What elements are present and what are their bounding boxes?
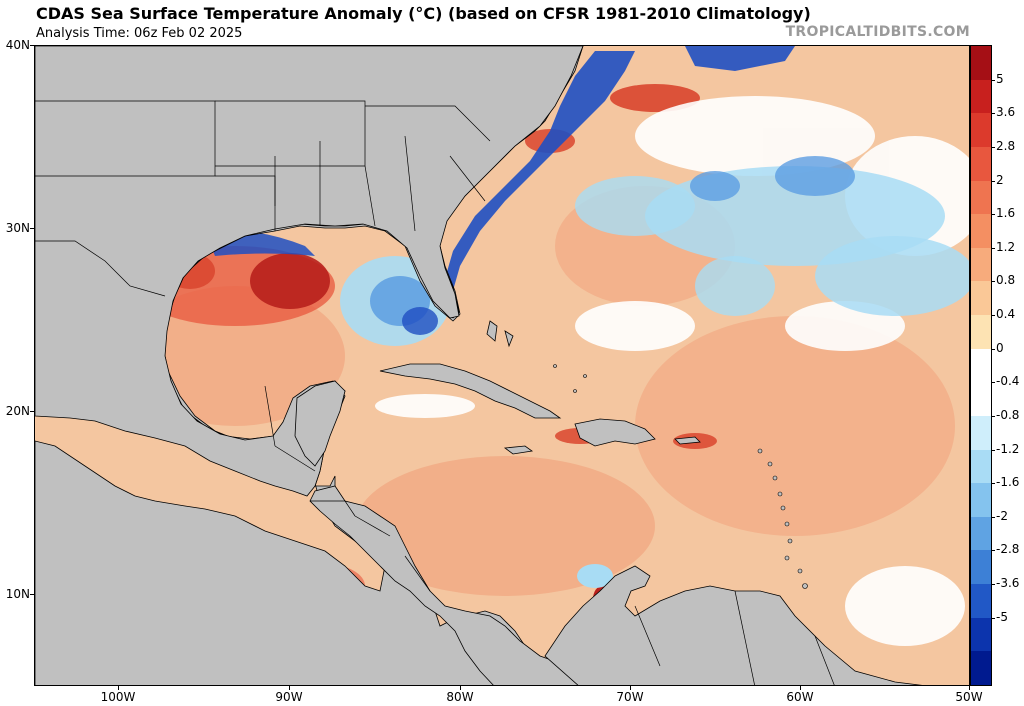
jamaica-land bbox=[503, 445, 534, 455]
lon-label-90w: 90W bbox=[275, 690, 303, 704]
colorbar-label: -2 bbox=[996, 508, 1008, 523]
lon-tick bbox=[800, 686, 801, 690]
colorbar-label: 0 bbox=[996, 340, 1004, 355]
lon-tick bbox=[630, 686, 631, 690]
colorbar-tick bbox=[992, 214, 995, 216]
colorbar-segment bbox=[971, 315, 991, 349]
colorbar-tick bbox=[992, 584, 995, 586]
south-america-land bbox=[544, 565, 923, 685]
colorbar-label: 0.4 bbox=[996, 307, 1016, 322]
colorbar-tick bbox=[992, 180, 995, 182]
lon-label-70w: 70W bbox=[616, 690, 644, 704]
colorbar bbox=[970, 45, 992, 686]
sst-anomaly-map bbox=[34, 45, 970, 686]
coastal-cold-band bbox=[440, 51, 635, 301]
colorbar-label: -5 bbox=[996, 609, 1008, 624]
lon-tick bbox=[118, 686, 119, 690]
lat-tick bbox=[30, 594, 34, 595]
lesser-antilles bbox=[553, 364, 808, 589]
lat-label-10n: 10N bbox=[5, 587, 30, 601]
caribbean-warm-area bbox=[355, 456, 655, 596]
colorbar-segment bbox=[971, 113, 991, 147]
colorbar-label: -2.8 bbox=[996, 542, 1020, 557]
colorbar-segment bbox=[971, 79, 991, 114]
land-clear bbox=[35, 46, 923, 685]
colorbar-label: 2 bbox=[996, 172, 1004, 187]
lat-label-40n: 40N bbox=[5, 38, 30, 52]
colorbar-segment bbox=[971, 348, 991, 383]
colorbar-segment bbox=[971, 382, 991, 416]
colorbar-tick bbox=[992, 483, 995, 485]
colorbar-label: -0.4 bbox=[996, 374, 1020, 389]
colorbar-segment bbox=[971, 483, 991, 517]
puerto-rico-land bbox=[674, 436, 701, 445]
lon-label-50w: 50W bbox=[955, 690, 983, 704]
colorbar-segment bbox=[971, 180, 991, 215]
atlantic-warm-area bbox=[635, 316, 955, 536]
colorbar-tick bbox=[992, 146, 995, 148]
cuba-land bbox=[379, 363, 562, 419]
colorbar-tick bbox=[992, 617, 995, 619]
colorbar-label: 2.8 bbox=[996, 138, 1016, 153]
analysis-time: Analysis Time: 06z Feb 02 2025 bbox=[36, 26, 243, 41]
map-title: CDAS Sea Surface Temperature Anomaly (°C… bbox=[36, 4, 811, 23]
us-mexico-land bbox=[35, 46, 584, 497]
colorbar-tick bbox=[992, 348, 995, 350]
map-canvas bbox=[35, 46, 969, 685]
lon-tick bbox=[289, 686, 290, 690]
colorbar-tick bbox=[992, 449, 995, 451]
lon-tick bbox=[969, 686, 970, 690]
political-borders bbox=[35, 100, 835, 685]
colorbar-tick bbox=[992, 113, 995, 115]
colorbar-segment bbox=[971, 247, 991, 282]
central-america-land bbox=[309, 485, 581, 685]
colorbar-label: -1.2 bbox=[996, 441, 1020, 456]
colorbar-tick bbox=[992, 281, 995, 283]
colorbar-tick bbox=[992, 516, 995, 518]
colorbar-segment bbox=[971, 584, 991, 618]
colorbar-label: -1.6 bbox=[996, 475, 1020, 490]
lon-label-100w: 100W bbox=[100, 690, 136, 704]
gulf-peak-warm bbox=[250, 253, 330, 309]
colorbar-segment bbox=[971, 415, 991, 450]
colorbar-tick bbox=[992, 550, 995, 552]
colorbar-label: -0.8 bbox=[996, 407, 1020, 422]
gulf-stream-warm bbox=[610, 84, 700, 112]
lat-tick bbox=[30, 228, 34, 229]
yucatan-land bbox=[294, 380, 346, 467]
colorbar-segment bbox=[971, 281, 991, 315]
colorbar-segment bbox=[971, 516, 991, 551]
colorbar-tick bbox=[992, 79, 995, 81]
colorbar-label: 5 bbox=[996, 71, 1004, 86]
colorbar-label: 1.6 bbox=[996, 206, 1016, 221]
colorbar-segment bbox=[971, 214, 991, 248]
colorbar-segment bbox=[971, 550, 991, 584]
gulf-south-warm-area bbox=[125, 286, 345, 426]
site-credit: TROPICALTIDBITS.COM bbox=[785, 24, 970, 40]
lat-tick bbox=[30, 411, 34, 412]
colorbar-label: 1.2 bbox=[996, 239, 1016, 254]
lon-label-80w: 80W bbox=[446, 690, 474, 704]
colorbar-segment bbox=[971, 617, 991, 652]
colorbar-segment bbox=[971, 46, 991, 80]
colorbar-tick bbox=[992, 315, 995, 317]
colorbar-segment bbox=[971, 651, 991, 685]
colorbar-label: -3.6 bbox=[996, 576, 1020, 591]
colorbar-label: 3.6 bbox=[996, 105, 1016, 120]
colorbar-tick bbox=[992, 247, 995, 249]
colorbar-label: 0.8 bbox=[996, 273, 1016, 288]
colorbar-segment bbox=[971, 146, 991, 181]
lat-tick bbox=[30, 45, 34, 46]
lon-tick bbox=[460, 686, 461, 690]
colorbar-segment bbox=[971, 449, 991, 484]
lat-label-20n: 20N bbox=[5, 404, 30, 418]
colorbar-tick bbox=[992, 382, 995, 384]
hispaniola-land bbox=[574, 418, 656, 447]
lon-label-60w: 60W bbox=[786, 690, 814, 704]
lat-label-30n: 30N bbox=[5, 221, 30, 235]
colorbar-tick bbox=[992, 415, 995, 417]
